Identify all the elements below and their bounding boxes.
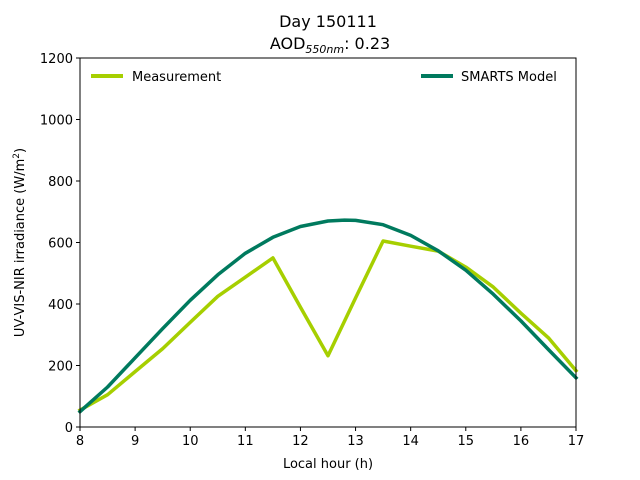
- legend-label-measurement: Measurement: [132, 70, 221, 85]
- chart-subtitle: AOD550nm: 0.23: [270, 34, 390, 56]
- y-tick-label: 200: [48, 360, 73, 375]
- y-axis-label-sup: 2: [12, 153, 22, 159]
- series-line-smarts-model: [77, 218, 579, 415]
- x-axis-label: Local hour (h): [283, 457, 373, 472]
- plot-frame: [79, 57, 577, 428]
- x-tick-label: 15: [458, 434, 475, 449]
- series-layer: [77, 218, 579, 415]
- chart-title: Day 150111: [279, 12, 377, 31]
- x-tick-label: 16: [513, 434, 530, 449]
- x-tick-label: 11: [237, 434, 254, 449]
- x-axis: 8 9 10 11 12 13 14 15 16 17: [76, 427, 584, 449]
- x-tick-label: 12: [292, 434, 309, 449]
- legend-label-smarts-model: SMARTS Model: [461, 70, 557, 85]
- x-tick-label: 13: [347, 434, 364, 449]
- y-tick-label: 800: [48, 175, 73, 190]
- y-tick-label: 1200: [40, 52, 73, 67]
- legend-measurement: Measurement: [91, 70, 221, 85]
- x-tick-label: 17: [568, 434, 585, 449]
- y-axis-label-close: ): [13, 148, 28, 153]
- subtitle-prefix: AOD: [270, 34, 306, 53]
- series-line-measurement: [77, 239, 579, 413]
- x-tick-label: 8: [76, 434, 84, 449]
- x-tick-label: 10: [182, 434, 199, 449]
- x-tick-label: 14: [402, 434, 419, 449]
- subtitle-suffix: : 0.23: [344, 34, 390, 53]
- y-axis-label: UV-VIS-NIR irradiance (W/m2): [12, 148, 28, 337]
- y-axis: 0 200 400 600 800 1000 1200: [40, 52, 80, 436]
- subtitle-subscript: 550nm: [305, 43, 344, 56]
- y-tick-label: 400: [48, 298, 73, 313]
- y-tick-label: 0: [65, 421, 73, 436]
- y-tick-label: 1000: [40, 114, 73, 129]
- y-axis-label-main: UV-VIS-NIR irradiance (W/m: [13, 159, 28, 337]
- x-tick-label: 9: [131, 434, 139, 449]
- y-tick-label: 600: [48, 237, 73, 252]
- legend-smarts-model: SMARTS Model: [421, 70, 557, 85]
